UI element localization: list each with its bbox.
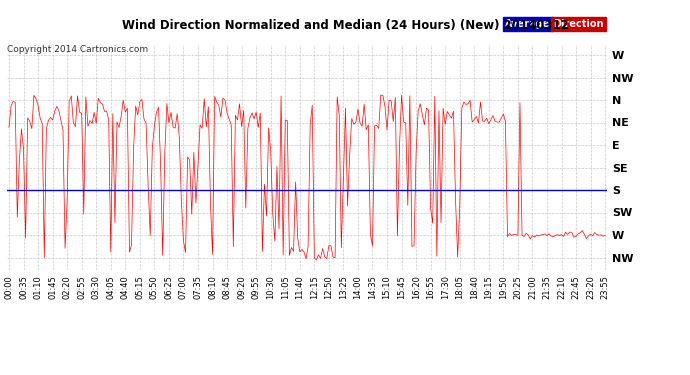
Text: Wind Direction Normalized and Median (24 Hours) (New) 20140312: Wind Direction Normalized and Median (24… (121, 19, 569, 32)
Text: Copyright 2014 Cartronics.com: Copyright 2014 Cartronics.com (7, 45, 148, 54)
Text: Average: Average (505, 19, 550, 29)
Text: Direction: Direction (553, 19, 604, 29)
